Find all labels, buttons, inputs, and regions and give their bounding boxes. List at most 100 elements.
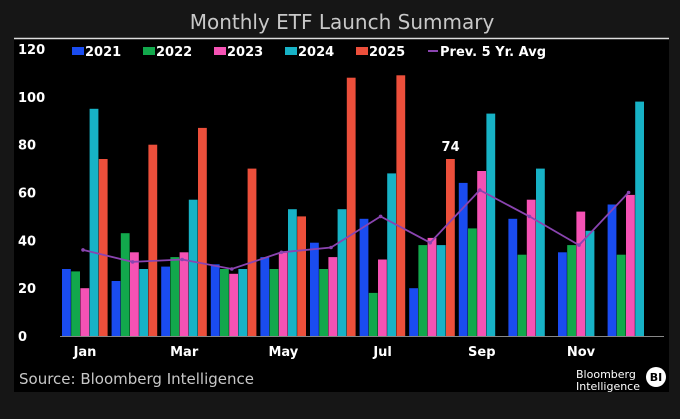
y-tick-label: 40 [18, 234, 36, 249]
bar-2021-Oct [508, 218, 518, 336]
y-tick-label: 120 [18, 43, 45, 58]
bar-2022-May [269, 269, 279, 336]
bar-2021-Apr [210, 264, 220, 337]
bar-2023-Jun [328, 257, 338, 336]
avg-point-Aug [428, 240, 433, 245]
bar-2022-Apr [220, 269, 229, 336]
bar-2025-Aug [446, 159, 455, 336]
bar-2023-Aug [427, 237, 437, 336]
chart-title: Monthly ETF Launch Summary [190, 10, 495, 34]
x-tick-label: Jan [73, 345, 97, 360]
legend-swatch-2021 [72, 47, 84, 55]
x-tick-label: Nov [567, 345, 596, 360]
bar-2023-Mar [179, 252, 189, 336]
bar-2023-Apr [229, 273, 238, 336]
bar-2025-Mar [198, 127, 207, 337]
bar-2025-Jun [346, 77, 356, 336]
avg-point-Jul [378, 214, 383, 219]
bar-2024-Aug [436, 245, 446, 336]
avg-point-Dec [626, 190, 631, 195]
avg-point-Jan [81, 248, 85, 252]
bar-2023-Nov [576, 211, 586, 336]
bar-2022-Mar [170, 257, 180, 336]
legend-swatch-2024 [285, 47, 297, 55]
y-tick-label: 60 [18, 187, 36, 202]
bar-2024-Sep [486, 113, 496, 336]
legend-label-avg: Prev. 5 Yr. Avg [440, 45, 546, 60]
bar-2022-Jan [71, 271, 80, 336]
bar-2021-Aug [409, 288, 418, 336]
bar-2023-Sep [477, 171, 486, 336]
bar-2021-Mar [161, 266, 170, 336]
avg-point-Mar [180, 257, 184, 262]
avg-line [82, 188, 630, 270]
avg-point-Sep [478, 188, 482, 192]
bar-2023-May [278, 252, 288, 336]
bar-2024-Feb [139, 269, 148, 336]
avg-point-Jun [329, 245, 333, 250]
avg-point-Oct [527, 214, 532, 219]
bar-2024-Jul [387, 173, 396, 336]
avg-point-Feb [130, 260, 135, 264]
bar-2023-Dec [626, 194, 635, 336]
bar-2025-Apr [247, 168, 257, 336]
bar-2024-Dec [635, 101, 644, 336]
bar-2021-May [260, 257, 270, 336]
y-tick-label: 20 [18, 282, 36, 297]
bloomberg-intelligence-logo: Bloomberg Intelligence BI [576, 367, 666, 393]
bar-2023-Oct [526, 199, 536, 336]
legend-swatch-2023 [214, 47, 226, 55]
logo-badge-text: BI [650, 371, 662, 384]
x-tick-label: Sep [468, 345, 496, 360]
bar-2022-Aug [418, 245, 428, 336]
logo-line2: Intelligence [576, 380, 640, 393]
bar-2024-Nov [585, 230, 595, 336]
avg-point-May [279, 250, 284, 255]
avg-point-Nov [577, 243, 581, 247]
y-tick-label: 80 [18, 139, 36, 154]
bar-2022-Nov [567, 245, 576, 336]
legend-label-2021: 2021 [85, 45, 121, 60]
bar-2022-Sep [468, 228, 477, 336]
data-label: 74 [442, 140, 460, 155]
bar-2024-Mar [188, 199, 198, 336]
bar-2021-Feb [111, 281, 121, 336]
bar-2021-Jun [310, 242, 319, 336]
bar-2022-Jun [319, 269, 328, 336]
bar-2025-Jan [98, 159, 108, 336]
bar-2022-Oct [517, 254, 527, 336]
y-tick-label: 100 [18, 91, 45, 106]
legend-label-2022: 2022 [156, 45, 192, 60]
bar-2023-Feb [130, 252, 139, 336]
legend-label-2023: 2023 [227, 45, 263, 60]
legend-swatch-2025 [356, 47, 368, 55]
bar-2021-Jan [62, 269, 71, 336]
legend-label-2025: 2025 [369, 45, 405, 60]
source-note: Source: Bloomberg Intelligence [19, 370, 254, 388]
bar-2025-Jul [396, 75, 406, 337]
bar-2025-May [297, 216, 306, 336]
bar-2022-Feb [120, 233, 130, 336]
bar-2024-Apr [238, 269, 248, 336]
bar-2021-Jul [359, 218, 369, 336]
bar-2021-Sep [458, 182, 468, 336]
bar-2021-Nov [558, 252, 567, 336]
logo-badge [646, 367, 666, 387]
bar-2024-May [288, 209, 297, 336]
logo-line1: Bloomberg [576, 368, 636, 381]
bar-2024-Jan [89, 108, 99, 336]
bar-2023-Jul [378, 259, 387, 336]
y-tick-label: 0 [18, 330, 27, 345]
bar-2024-Oct [536, 168, 545, 336]
bar-2025-Feb [148, 144, 158, 336]
legend-label-2024: 2024 [298, 45, 334, 60]
x-tick-label: Jul [372, 345, 392, 360]
x-tick-label: May [269, 345, 299, 360]
bar-2022-Dec [616, 254, 626, 336]
legend-swatch-2022 [143, 47, 155, 55]
avg-point-Apr [230, 267, 234, 271]
bar-2023-Jan [80, 288, 90, 336]
bar-2021-Dec [607, 204, 617, 336]
bar-2024-Jun [337, 209, 347, 336]
